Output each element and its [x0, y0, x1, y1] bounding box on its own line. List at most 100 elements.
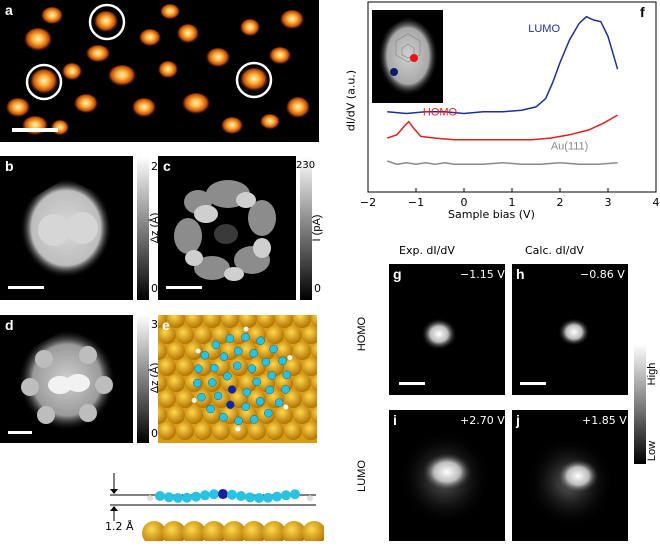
- x-tick-label: −2: [360, 196, 376, 209]
- side-carbon-atom: [209, 489, 219, 500]
- spectra-chart: −2 −1 0 1 2 3 4 LUMO HOMO Au(111): [360, 1, 660, 209]
- gold-atom: [212, 422, 230, 440]
- carbon-atom: [278, 356, 287, 366]
- gold-atom: [158, 315, 167, 328]
- side-carbon-atom: [272, 491, 282, 502]
- panel-d-label: d: [5, 317, 14, 333]
- gold-atom: [311, 342, 317, 360]
- gold-atom: [158, 358, 176, 376]
- carbon-atom: [234, 346, 243, 356]
- carbon-atom: [269, 344, 278, 354]
- panel-c-colorbar: [300, 156, 312, 300]
- side-carbon-atom: [200, 490, 210, 501]
- side-nitrogen-atom: [218, 489, 228, 500]
- gold-atom: [275, 406, 293, 424]
- maps-cb-low: Low: [646, 440, 658, 462]
- gold-atom: [311, 315, 317, 328]
- gold-atom: [194, 422, 212, 440]
- gold-atom: [311, 406, 317, 424]
- panel-a-label: a: [5, 2, 13, 18]
- series-line-au-111-: [386, 160, 618, 166]
- side-carbon-atom: [164, 492, 174, 503]
- panel-g-label: g: [393, 266, 402, 282]
- carbon-atom: [223, 371, 232, 381]
- carbon-atom: [255, 397, 265, 406]
- series-label: HOMO: [423, 107, 458, 119]
- panel-i-label: i: [393, 412, 397, 428]
- side-hydrogen-atom: [307, 495, 313, 501]
- carbon-atom: [210, 363, 219, 373]
- carbon-atom: [219, 413, 228, 422]
- side-carbon-atom: [191, 491, 201, 502]
- gold-atom: [257, 315, 275, 328]
- gold-atom: [284, 390, 302, 408]
- x-tick-label: 2: [557, 196, 564, 209]
- side-carbon-atom: [155, 491, 165, 501]
- gold-atom: [176, 390, 194, 408]
- gold-atom: [284, 326, 302, 344]
- gold-atom: [158, 374, 167, 392]
- panel-h-label: h: [516, 266, 525, 282]
- hydrogen-atom: [287, 355, 293, 361]
- gold-atom: [158, 390, 176, 408]
- panel-c-image: [158, 156, 296, 300]
- side-gold-atom: [142, 521, 166, 545]
- panel-c-cb-top: 230: [296, 160, 316, 171]
- panel-j-map: [512, 410, 628, 541]
- carbon-atom: [234, 416, 243, 426]
- side-gold-atom: [282, 521, 306, 545]
- gold-atom: [158, 342, 167, 360]
- gold-atom: [158, 422, 176, 440]
- side-carbon-atom: [281, 490, 291, 501]
- hydrogen-atom: [283, 404, 289, 410]
- gold-atom: [248, 422, 266, 440]
- panel-d-cb-bottom: 0: [151, 427, 158, 440]
- side-gold-atom: [182, 521, 206, 545]
- gold-atom: [266, 422, 284, 440]
- hydrogen-atom: [243, 326, 249, 332]
- carbon-atom: [194, 364, 203, 373]
- gold-atom: [302, 422, 317, 440]
- carbon-atom: [256, 336, 265, 345]
- carbon-atom: [241, 402, 250, 412]
- gold-atom: [167, 374, 185, 392]
- gold-atom: [284, 422, 302, 440]
- panel-c-cb-bottom: 0: [314, 282, 321, 295]
- gold-atom: [302, 358, 317, 376]
- carbon-atom: [249, 415, 259, 424]
- side-gold-atom: [202, 521, 226, 545]
- side-view: [96, 465, 326, 545]
- panel-b-label: b: [5, 158, 14, 174]
- f-xlabel: Sample bias (V): [448, 208, 535, 221]
- gold-atom: [176, 358, 194, 376]
- side-gold-atom: [222, 521, 246, 545]
- panel-b-colorbar: [137, 156, 149, 300]
- series-line-lumo: [387, 15, 619, 115]
- carbon-atom: [192, 378, 202, 388]
- side-height-label: 1.2 Å: [105, 520, 134, 533]
- carbon-atom: [197, 392, 206, 402]
- gold-atom: [167, 342, 185, 360]
- gold-atom: [158, 406, 167, 424]
- panel-a-molecules: [6, 3, 310, 136]
- gold-atom: [185, 342, 203, 360]
- gold-atom: [293, 315, 311, 328]
- carbon-atom: [263, 408, 273, 418]
- carbon-atom: [281, 385, 290, 394]
- carbon-atom: [206, 404, 215, 414]
- side-carbon-atom: [227, 489, 237, 500]
- panel-b-image: [0, 156, 133, 300]
- gold-atom: [239, 374, 257, 392]
- side-carbon-atom: [245, 492, 255, 503]
- gold-atom: [185, 315, 203, 328]
- panel-e-label: e: [162, 317, 170, 333]
- series-label: Au(111): [551, 141, 589, 153]
- carbon-atom: [219, 352, 229, 361]
- gold-atom: [302, 390, 317, 408]
- side-gold-atom: [162, 521, 186, 545]
- carbon-atom: [265, 385, 274, 395]
- panel-d-cb-top: 3: [151, 318, 158, 331]
- gold-atom: [212, 326, 230, 344]
- side-carbon-atom: [182, 492, 192, 503]
- carbon-atom: [225, 334, 235, 343]
